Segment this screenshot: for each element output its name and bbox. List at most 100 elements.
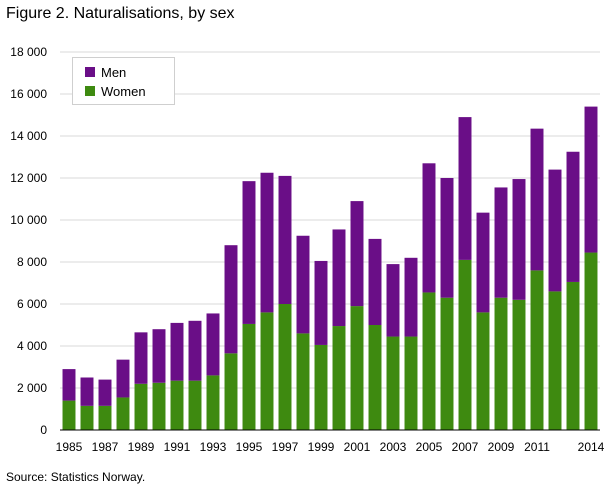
x-tick-label: 2011 [524, 440, 550, 454]
x-tick-label: 2003 [380, 440, 407, 454]
bar-women-1988 [116, 397, 130, 430]
bar-men-2009 [494, 187, 508, 298]
bar-women-1990 [152, 382, 166, 430]
bar-women-2008 [476, 312, 490, 430]
bar-men-2012 [548, 169, 562, 292]
y-axis-ticks: 0 2 000 4 000 6 000 8 000 10 000 12 000 14 000 1… [10, 45, 47, 437]
bar-women-1994 [224, 353, 238, 430]
x-tick-label: 1995 [236, 440, 263, 454]
bar-men-2013 [566, 151, 580, 282]
y-tick-label: 4 000 [17, 339, 47, 353]
bar-women-1995 [242, 323, 256, 430]
bar-women-2002 [368, 325, 382, 430]
y-tick-label: 10 000 [10, 213, 47, 227]
y-tick-label: 0 [40, 423, 47, 437]
legend-swatch-women [85, 86, 95, 96]
bar-women-2014 [584, 252, 598, 430]
bar-women-1996 [260, 312, 274, 430]
bar-women-2006 [440, 297, 454, 430]
bar-women-2009 [494, 297, 508, 430]
bar-women-1992 [188, 380, 202, 430]
bar-women-2007 [458, 259, 472, 430]
bar-women-2011 [530, 270, 544, 430]
bar-men-2014 [584, 106, 598, 253]
bar-men-2005 [422, 163, 436, 293]
bar-women-1989 [134, 383, 148, 430]
legend-label-men: Men [101, 64, 127, 80]
bar-men-1986 [80, 377, 94, 406]
y-tick-label: 18 000 [10, 45, 47, 59]
bar-women-1993 [206, 375, 220, 430]
x-tick-label: 1999 [308, 440, 335, 454]
bar-men-2001 [350, 201, 364, 307]
bar-men-1985 [62, 369, 76, 401]
legend-item-women: Women [85, 83, 146, 99]
bar-women-2012 [548, 291, 562, 430]
bar-men-2010 [512, 179, 526, 300]
legend-label-women: Women [101, 83, 146, 99]
bar-women-1985 [62, 400, 76, 430]
bar-women-2000 [332, 326, 346, 430]
bar-women-1998 [296, 333, 310, 430]
x-axis-ticks: 1985 1987 1989 1991 1993 1995 1997 1999 2001 2003… [56, 440, 605, 454]
bar-men-2008 [476, 212, 490, 313]
bar-men-1999 [314, 260, 328, 345]
chart-title: Figure 2. Naturalisations, by sex [6, 5, 235, 22]
y-tick-label: 16 000 [10, 87, 47, 101]
bar-men-1996 [260, 172, 274, 313]
y-tick-label: 14 000 [10, 129, 47, 143]
bar-men-2011 [530, 128, 544, 271]
bar-men-2000 [332, 229, 346, 327]
bar-men-1988 [116, 359, 130, 398]
bar-women-1987 [98, 405, 112, 430]
bar-men-1995 [242, 181, 256, 324]
legend-swatch-men [85, 67, 95, 77]
y-tick-label: 8 000 [17, 255, 47, 269]
x-tick-label: 2007 [452, 440, 479, 454]
x-tick-label: 2009 [488, 440, 515, 454]
bar-women-1997 [278, 304, 292, 430]
bar-men-1994 [224, 245, 238, 354]
x-tick-label: 2005 [416, 440, 443, 454]
bar-women-1986 [80, 405, 94, 430]
legend-item-men: Men [85, 64, 126, 80]
bar-men-2003 [386, 264, 400, 337]
source-note: Source: Statistics Norway. [6, 470, 146, 484]
x-tick-label: 1993 [200, 440, 227, 454]
bar-men-1987 [98, 379, 112, 406]
bar-men-1997 [278, 175, 292, 304]
bar-women-1991 [170, 380, 184, 430]
x-tick-label: 1997 [272, 440, 299, 454]
bar-men-1998 [296, 235, 310, 334]
x-tick-label: 1987 [92, 440, 119, 454]
bar-men-1993 [206, 313, 220, 376]
bar-men-1992 [188, 320, 202, 381]
bar-women-2004 [404, 336, 418, 430]
bar-men-2007 [458, 117, 472, 260]
bar-women-2005 [422, 292, 436, 430]
bar-women-1999 [314, 344, 328, 430]
x-tick-label: 1989 [128, 440, 155, 454]
y-tick-label: 12 000 [10, 171, 47, 185]
bar-men-2006 [440, 178, 454, 298]
bar-men-2004 [404, 257, 418, 337]
bar-men-2002 [368, 238, 382, 325]
x-tick-label: 2014 [578, 440, 605, 454]
bar-women-2013 [566, 281, 580, 430]
bars [62, 106, 598, 430]
x-tick-label: 2001 [344, 440, 371, 454]
x-tick-label: 1985 [56, 440, 83, 454]
y-tick-label: 2 000 [17, 381, 47, 395]
bar-women-2001 [350, 306, 364, 430]
y-tick-label: 6 000 [17, 297, 47, 311]
bar-men-1991 [170, 322, 184, 381]
bar-women-2003 [386, 336, 400, 430]
legend: Men Women [72, 57, 175, 105]
bar-women-2010 [512, 299, 526, 430]
x-tick-label: 1991 [164, 440, 191, 454]
bar-men-1990 [152, 329, 166, 383]
gridlines [60, 51, 600, 389]
bar-men-1989 [134, 332, 148, 384]
